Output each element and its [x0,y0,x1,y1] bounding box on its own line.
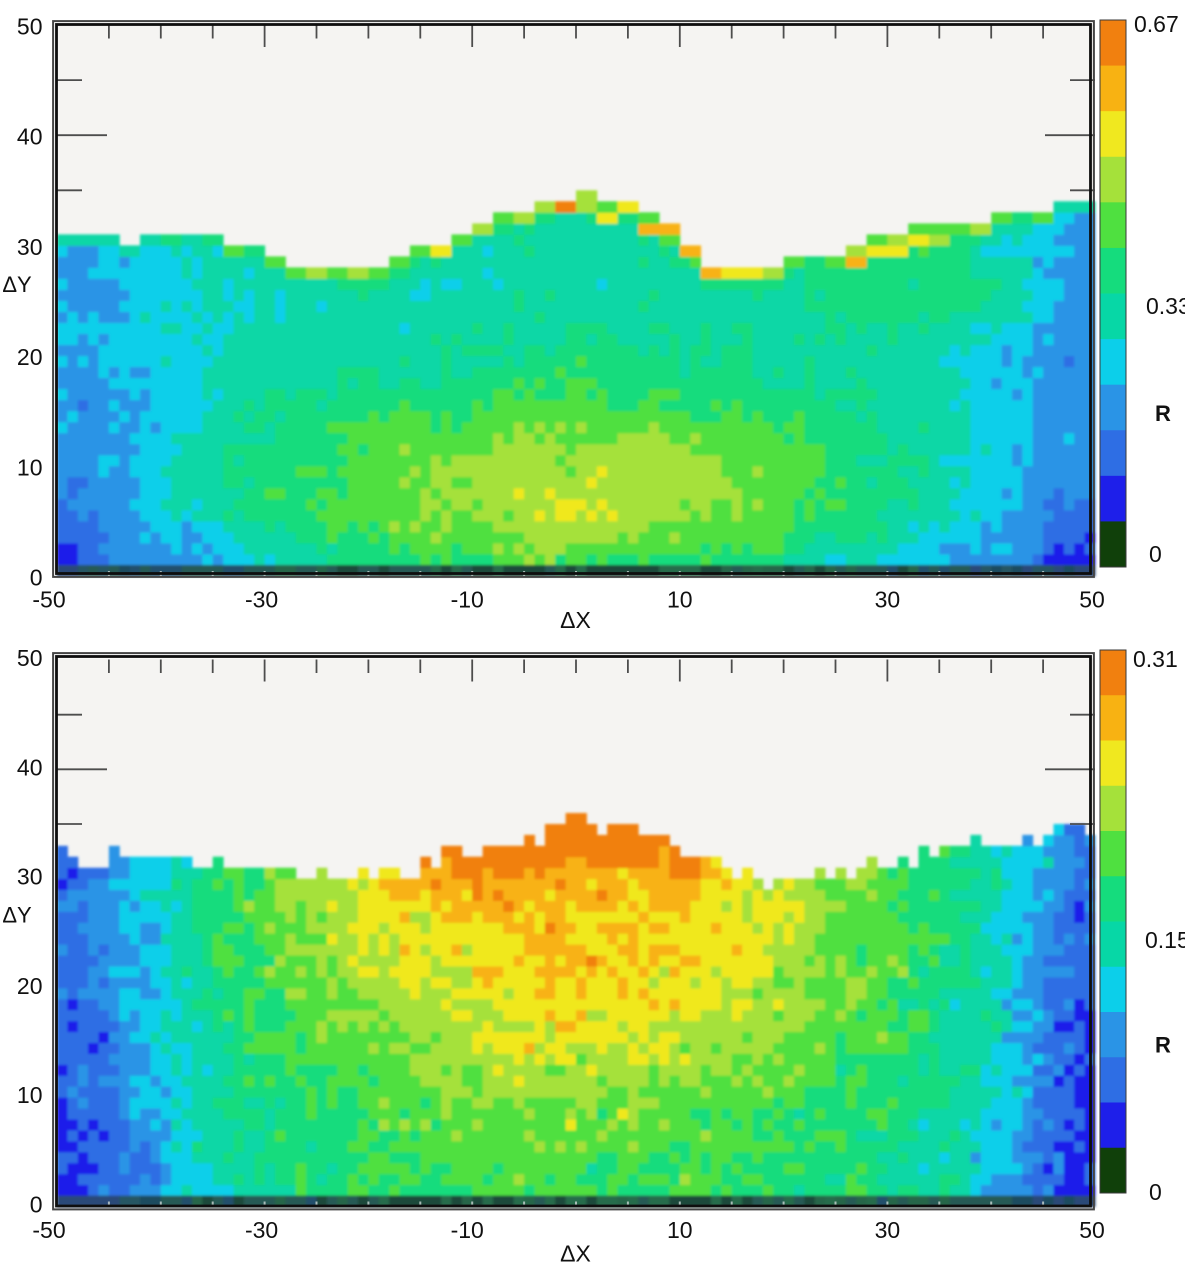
svg-text:0.33: 0.33 [1146,293,1185,319]
svg-text:ΔY: ΔY [2,903,32,928]
svg-text:-50: -50 [32,587,65,613]
svg-text:0.67: 0.67 [1134,11,1179,37]
svg-text:ΔY: ΔY [2,272,32,297]
svg-text:0: 0 [30,1192,43,1218]
svg-text:30: 30 [875,587,901,613]
svg-text:10: 10 [17,454,43,480]
svg-text:50: 50 [17,14,43,40]
svg-text:ΔX: ΔX [560,1241,591,1267]
svg-text:50: 50 [1079,1217,1105,1243]
svg-text:20: 20 [17,344,43,370]
svg-text:10: 10 [667,587,693,613]
svg-text:R: R [1155,401,1171,426]
svg-text:50: 50 [1079,587,1105,613]
svg-text:-30: -30 [245,587,278,613]
svg-text:R: R [1155,1033,1171,1058]
svg-text:0.15: 0.15 [1145,927,1185,953]
svg-text:40: 40 [17,754,43,780]
svg-text:-50: -50 [32,1217,65,1243]
svg-text:30: 30 [875,1217,901,1243]
svg-text:0: 0 [1149,541,1162,567]
svg-text:10: 10 [17,1082,43,1108]
svg-text:30: 30 [17,234,43,260]
svg-text:30: 30 [17,864,43,890]
svg-text:10: 10 [667,1217,693,1243]
svg-text:-30: -30 [245,1217,278,1243]
svg-text:50: 50 [17,645,43,671]
svg-text:20: 20 [17,973,43,999]
svg-text:0: 0 [30,565,43,591]
svg-text:-10: -10 [451,1217,484,1243]
svg-text:ΔX: ΔX [560,607,591,633]
svg-text:40: 40 [17,124,43,150]
svg-text:-10: -10 [451,587,484,613]
svg-text:0.31: 0.31 [1133,646,1178,672]
svg-text:0: 0 [1149,1179,1162,1205]
